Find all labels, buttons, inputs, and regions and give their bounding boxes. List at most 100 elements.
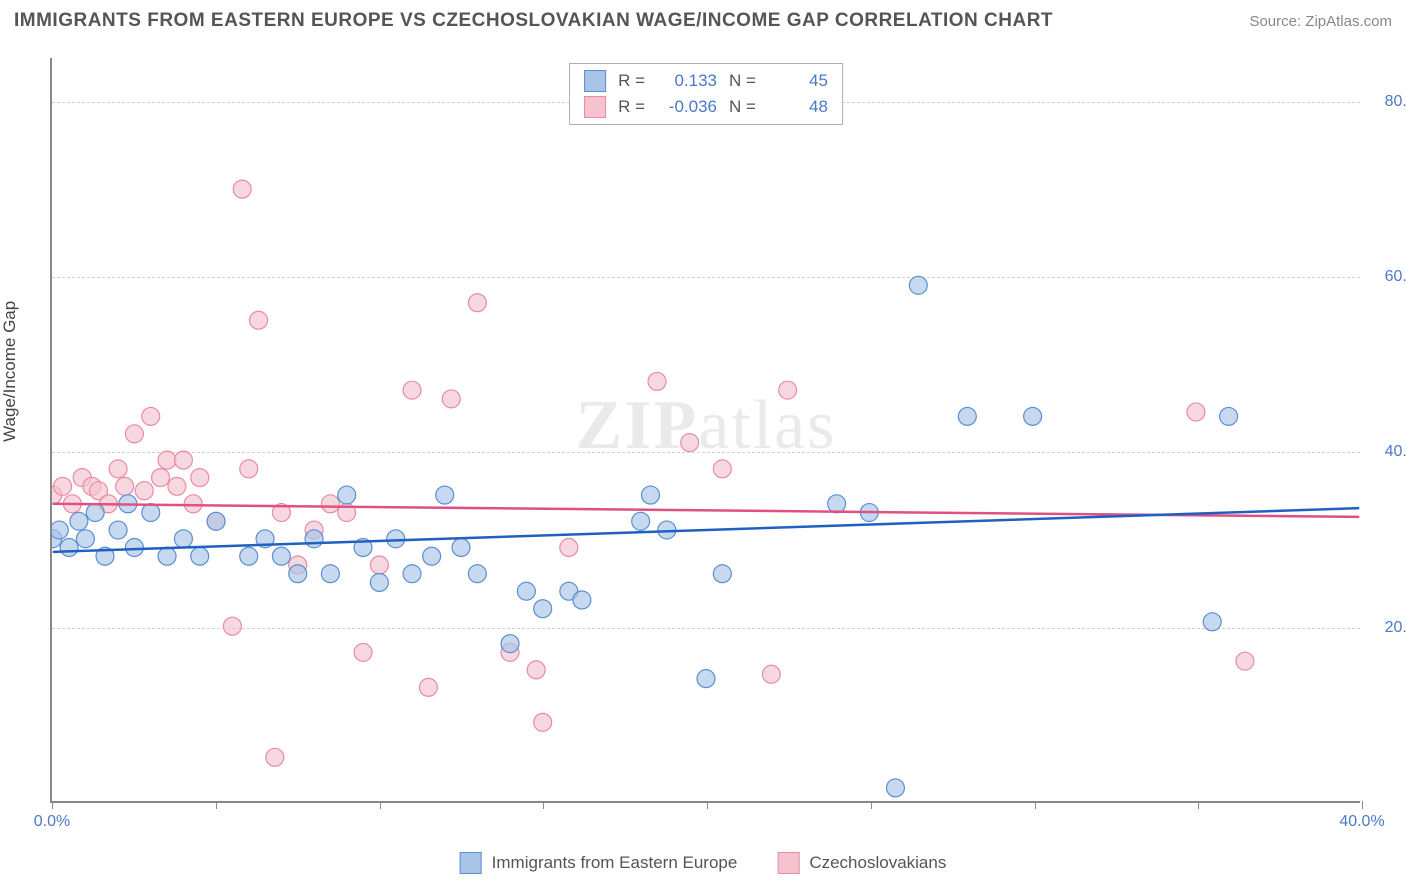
legend-label-b: Czechoslovakians — [809, 853, 946, 873]
data-point — [1187, 403, 1205, 421]
data-point — [109, 460, 127, 478]
legend-row-series-a: R = 0.133 N = 45 — [584, 68, 828, 94]
data-point — [168, 477, 186, 495]
data-point — [713, 460, 731, 478]
data-point — [468, 565, 486, 583]
data-point — [1203, 613, 1221, 631]
data-point — [289, 565, 307, 583]
data-point — [184, 495, 202, 513]
data-point — [560, 539, 578, 557]
data-point — [223, 617, 241, 635]
y-tick-label: 60.0% — [1370, 268, 1406, 286]
x-tick-label: 40.0% — [1339, 813, 1384, 831]
n-value: 45 — [768, 71, 828, 91]
data-point — [354, 643, 372, 661]
data-point — [573, 591, 591, 609]
r-label: R = — [618, 97, 645, 117]
data-point — [250, 311, 268, 329]
legend-row-series-b: R = -0.036 N = 48 — [584, 94, 828, 120]
data-point — [116, 477, 134, 495]
data-point — [158, 547, 176, 565]
legend-swatch-a — [460, 852, 482, 874]
data-point — [321, 495, 339, 513]
y-axis-label: Wage/Income Gap — [0, 301, 20, 442]
data-point — [534, 600, 552, 618]
series-legend: Immigrants from Eastern Europe Czechoslo… — [460, 852, 947, 874]
data-point — [632, 512, 650, 530]
chart-title: IMMIGRANTS FROM EASTERN EUROPE VS CZECHO… — [14, 10, 1053, 32]
legend-item-b: Czechoslovakians — [777, 852, 946, 874]
x-tick — [380, 801, 381, 809]
data-point — [713, 565, 731, 583]
scatter-plot-svg — [52, 58, 1360, 801]
n-label: N = — [729, 97, 756, 117]
data-point — [403, 565, 421, 583]
data-point — [387, 530, 405, 548]
x-tick — [543, 801, 544, 809]
data-point — [1024, 407, 1042, 425]
data-point — [240, 547, 258, 565]
data-point — [125, 425, 143, 443]
data-point — [419, 678, 437, 696]
data-point — [60, 539, 78, 557]
data-point — [436, 486, 454, 504]
legend-label-a: Immigrants from Eastern Europe — [492, 853, 738, 873]
source-attribution: Source: ZipAtlas.com — [1249, 13, 1392, 30]
correlation-legend: R = 0.133 N = 45 R = -0.036 N = 48 — [569, 63, 843, 125]
chart-plot-area: R = 0.133 N = 45 R = -0.036 N = 48 ZIPat… — [50, 58, 1360, 803]
data-point — [240, 460, 258, 478]
data-point — [517, 582, 535, 600]
data-point — [305, 530, 323, 548]
data-point — [54, 477, 72, 495]
n-label: N = — [729, 71, 756, 91]
data-point — [828, 495, 846, 513]
data-point — [442, 390, 460, 408]
x-tick — [1035, 801, 1036, 809]
data-point — [272, 547, 290, 565]
data-point — [266, 748, 284, 766]
data-point — [681, 434, 699, 452]
x-tick — [52, 801, 53, 809]
data-point — [370, 556, 388, 574]
x-tick — [707, 801, 708, 809]
data-point — [321, 565, 339, 583]
data-point — [125, 539, 143, 557]
data-point — [174, 451, 192, 469]
data-point — [1220, 407, 1238, 425]
data-point — [909, 276, 927, 294]
data-point — [152, 469, 170, 487]
data-point — [142, 407, 160, 425]
y-tick-label: 20.0% — [1370, 619, 1406, 637]
data-point — [468, 294, 486, 312]
data-point — [76, 530, 94, 548]
x-tick — [1198, 801, 1199, 809]
r-label: R = — [618, 71, 645, 91]
y-tick-label: 40.0% — [1370, 443, 1406, 461]
x-tick — [216, 801, 217, 809]
legend-swatch-a — [584, 70, 606, 92]
data-point — [370, 573, 388, 591]
data-point — [501, 635, 519, 653]
x-tick-label: 0.0% — [34, 813, 70, 831]
data-point — [648, 372, 666, 390]
data-point — [886, 779, 904, 797]
data-point — [207, 512, 225, 530]
data-point — [70, 512, 88, 530]
legend-swatch-b — [777, 852, 799, 874]
data-point — [527, 661, 545, 679]
data-point — [534, 713, 552, 731]
legend-item-a: Immigrants from Eastern Europe — [460, 852, 738, 874]
y-tick-label: 80.0% — [1370, 93, 1406, 111]
data-point — [233, 180, 251, 198]
data-point — [1236, 652, 1254, 670]
data-point — [762, 665, 780, 683]
data-point — [158, 451, 176, 469]
data-point — [423, 547, 441, 565]
data-point — [697, 670, 715, 688]
data-point — [142, 504, 160, 522]
data-point — [52, 521, 68, 539]
data-point — [191, 547, 209, 565]
data-point — [403, 381, 421, 399]
data-point — [191, 469, 209, 487]
data-point — [958, 407, 976, 425]
